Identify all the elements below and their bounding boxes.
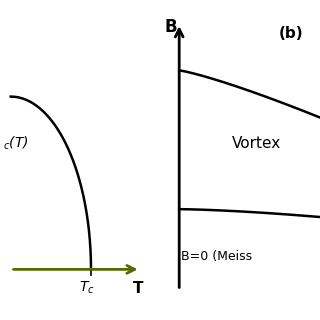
Text: B: B — [165, 18, 178, 36]
Text: B=0 (Meiss: B=0 (Meiss — [181, 250, 252, 263]
Text: $\mathbf{T}$: $\mathbf{T}$ — [132, 280, 144, 296]
Text: (b): (b) — [279, 26, 303, 41]
Text: $T_c$: $T_c$ — [79, 280, 95, 296]
Text: $_{c}$(T): $_{c}$(T) — [3, 135, 28, 152]
Text: Vortex: Vortex — [231, 136, 281, 151]
